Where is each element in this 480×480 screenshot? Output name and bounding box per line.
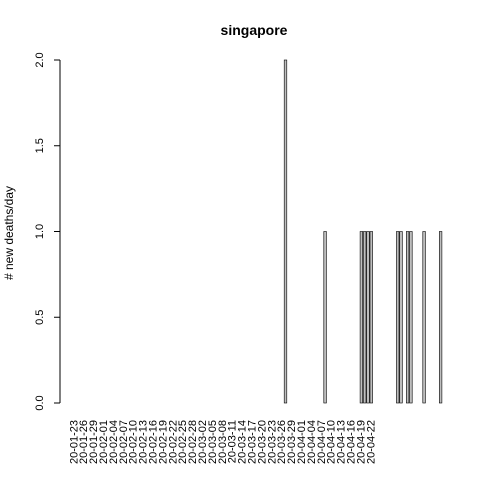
x-tick-label: 20-02-07 <box>118 420 130 464</box>
bar <box>409 231 413 404</box>
bar <box>283 59 288 404</box>
x-tick-label: 20-04-19 <box>355 420 367 464</box>
x-tick-label: 20-04-07 <box>316 420 328 464</box>
x-tick-label: 20-01-26 <box>78 420 90 464</box>
bar <box>422 231 426 404</box>
bar <box>399 231 403 404</box>
y-axis-label: # new deaths/day <box>2 186 16 280</box>
x-tick-label: 20-04-22 <box>365 420 377 464</box>
x-tick-label: 20-03-17 <box>247 420 259 464</box>
x-tick-label: 20-02-04 <box>108 420 120 464</box>
bar <box>396 231 400 404</box>
bar <box>323 231 327 404</box>
x-tick-label: 20-02-16 <box>148 420 160 464</box>
x-tick-label: 20-03-05 <box>207 420 219 464</box>
bar <box>405 231 410 404</box>
bar <box>369 231 373 404</box>
x-tick-label: 20-04-10 <box>326 420 338 464</box>
x-tick-label: 20-03-20 <box>256 420 268 464</box>
y-tick-label: 1.0 <box>34 224 46 239</box>
x-tick-label: 20-01-23 <box>68 420 80 464</box>
x-tick-label: 20-02-22 <box>167 420 179 464</box>
x-tick-label: 20-03-26 <box>276 420 288 464</box>
x-tick-label: 20-01-29 <box>88 420 100 464</box>
y-tick-label: 0.0 <box>34 395 46 410</box>
chart-title: singapore <box>221 22 288 38</box>
x-tick-label: 20-03-23 <box>266 420 278 464</box>
y-tick-label: 1.5 <box>34 138 46 153</box>
x-axis: 20-01-2320-01-2620-01-2920-02-0120-02-04… <box>68 420 377 464</box>
bars-group <box>283 59 443 404</box>
y-tick-label: 0.5 <box>34 310 46 325</box>
x-tick-label: 20-02-25 <box>177 420 189 464</box>
x-tick-label: 20-03-29 <box>286 420 298 464</box>
x-tick-label: 20-04-16 <box>346 420 358 464</box>
x-tick-label: 20-03-14 <box>237 420 249 464</box>
y-axis: 0.0 0.5 1.0 1.5 2.0 <box>34 52 61 411</box>
y-tick-label: 2.0 <box>34 52 46 67</box>
x-tick-label: 20-04-04 <box>306 420 318 464</box>
bar <box>363 231 367 404</box>
x-tick-label: 20-04-01 <box>296 420 308 464</box>
bar <box>359 231 364 404</box>
bar <box>366 231 370 404</box>
x-tick-label: 20-02-19 <box>157 420 169 464</box>
x-tick-label: 20-04-13 <box>336 420 348 464</box>
x-tick-label: 20-03-11 <box>227 420 239 463</box>
bar <box>438 231 443 404</box>
x-tick-label: 20-02-13 <box>138 420 150 464</box>
x-tick-label: 20-02-01 <box>98 420 110 464</box>
x-tick-label: 20-02-28 <box>187 420 199 464</box>
x-tick-label: 20-02-10 <box>128 420 140 464</box>
x-tick-label: 20-03-02 <box>197 420 209 464</box>
x-tick-label: 20-03-08 <box>217 420 229 464</box>
